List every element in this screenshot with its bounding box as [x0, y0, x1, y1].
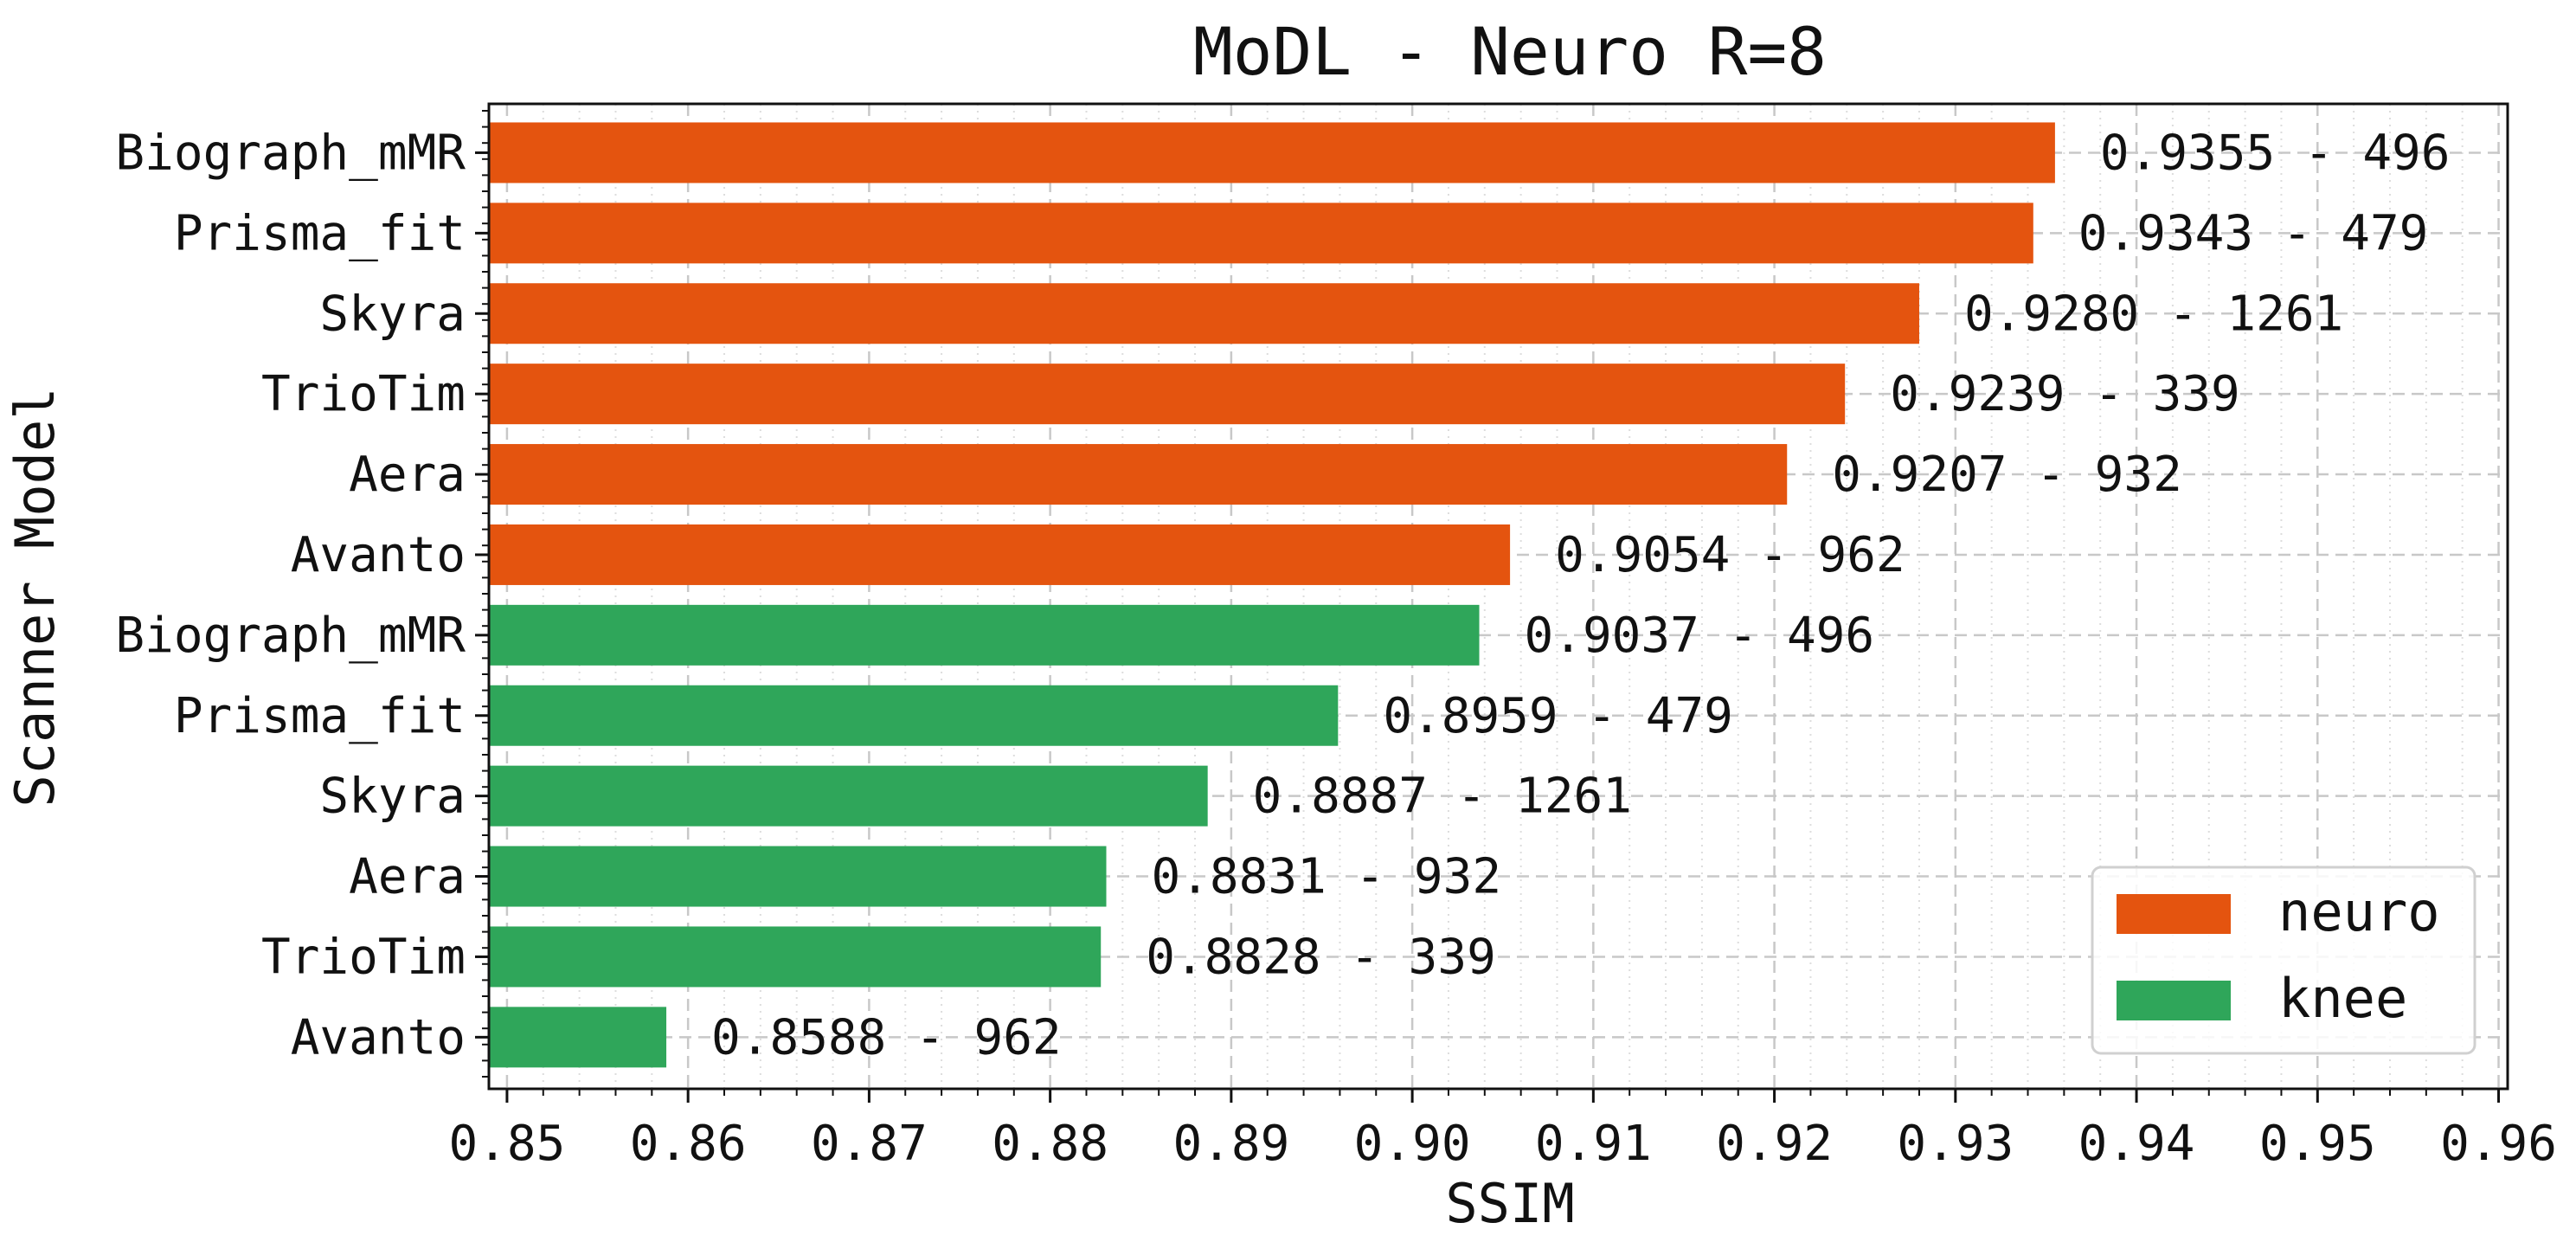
x-tick-label: 0.87: [811, 1116, 928, 1172]
y-tick-label: Skyra: [319, 769, 466, 825]
bar-value-label: 0.9343 - 479: [2078, 205, 2429, 261]
bar-knee: [489, 765, 1208, 827]
bar-value-label: 0.9207 - 932: [1832, 447, 2182, 503]
bar-value-label: 0.9054 - 962: [1555, 527, 1905, 583]
y-tick-label: Avanto: [291, 1009, 466, 1065]
y-axis-label: Scanner Model: [3, 387, 67, 807]
x-tick-label: 0.96: [2440, 1116, 2557, 1172]
grid: [489, 104, 2508, 1089]
y-tick-label: TrioTim: [261, 366, 466, 422]
bar-value-label: 0.9355 - 496: [2100, 125, 2451, 181]
y-tick-label: TrioTim: [261, 929, 466, 985]
y-tick-label: Prisma_fit: [174, 688, 466, 744]
bar-value-label: 0.9037 - 496: [1525, 608, 1875, 664]
y-tick-label: Prisma_fit: [174, 205, 466, 261]
x-tick-label: 0.91: [1535, 1116, 1652, 1172]
bar-value-label: 0.9239 - 339: [1890, 366, 2240, 422]
bar-neuro: [489, 283, 1919, 344]
bar-knee: [489, 926, 1102, 988]
legend: neuro knee: [2091, 866, 2476, 1055]
bar-knee: [489, 846, 1107, 907]
bar-value-label: 0.8831 - 932: [1152, 849, 1502, 905]
y-tick-label: Aera: [349, 849, 466, 905]
chart-title: MoDL - Neuro R=8: [1193, 13, 1827, 90]
bar-value-label: 0.8959 - 479: [1383, 688, 1733, 744]
x-tick-label: 0.90: [1354, 1116, 1471, 1172]
x-tick-label: 0.88: [992, 1116, 1108, 1172]
y-tick-label: Biograph_mMR: [115, 608, 466, 664]
bars: 0.9355 - 496 0.9343 - 479 0.9280 - 1261 0.9…: [489, 122, 2451, 1068]
y-tick-label: Aera: [349, 447, 466, 503]
x-tick-label: 0.95: [2259, 1116, 2376, 1172]
x-tick-label: 0.86: [630, 1116, 747, 1172]
legend-label-knee: knee: [2278, 967, 2407, 1030]
x-axis-label: SSIM: [1445, 1172, 1574, 1235]
legend-label-neuro: neuro: [2278, 880, 2440, 943]
plot-frame: [487, 102, 2509, 1091]
bar-value-label: 0.8828 - 339: [1146, 929, 1496, 985]
bar-value-label: 0.8887 - 1261: [1253, 769, 1632, 825]
y-tick-label: Skyra: [319, 286, 466, 342]
legend-swatch-knee: [2117, 981, 2231, 1020]
bar-neuro: [489, 364, 1846, 425]
bar-neuro: [489, 524, 1511, 585]
legend-swatch-neuro: [2117, 894, 2231, 934]
x-tick-label: 0.89: [1172, 1116, 1289, 1172]
bar-knee: [489, 685, 1339, 746]
bar-neuro: [489, 444, 1788, 505]
bar-neuro: [489, 203, 2033, 264]
bar-knee: [489, 604, 1480, 666]
y-tick-label: Avanto: [291, 527, 466, 583]
bar-value-label: 0.8588 - 962: [711, 1009, 1062, 1065]
x-tick-label: 0.85: [448, 1116, 565, 1172]
bar-value-label: 0.9280 - 1261: [1964, 286, 2343, 342]
x-tick-label: 0.93: [1897, 1116, 2014, 1172]
x-tick-label: 0.92: [1716, 1116, 1833, 1172]
bar-neuro: [489, 122, 2055, 183]
axes: Biograph_mMR Prisma_fit Skyra TrioTim Aera Av…: [115, 102, 2557, 1172]
y-tick-label: Biograph_mMR: [115, 125, 466, 181]
x-tick-label: 0.94: [2078, 1116, 2195, 1172]
bar-knee: [489, 1007, 667, 1068]
